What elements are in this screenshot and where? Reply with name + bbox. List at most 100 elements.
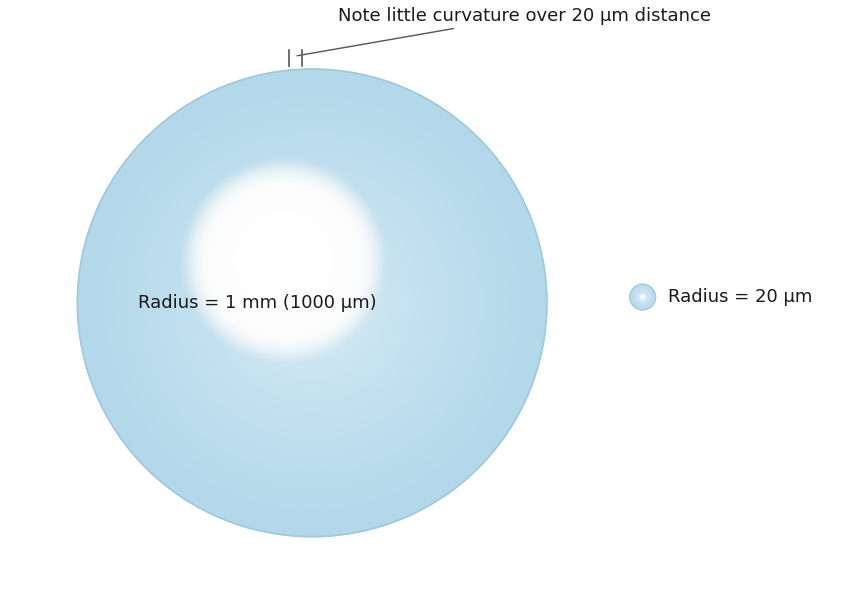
- Ellipse shape: [87, 79, 538, 527]
- Ellipse shape: [640, 294, 646, 300]
- Ellipse shape: [280, 270, 345, 336]
- Ellipse shape: [124, 116, 500, 490]
- Ellipse shape: [78, 69, 547, 536]
- Ellipse shape: [636, 290, 650, 304]
- Ellipse shape: [259, 236, 309, 285]
- Ellipse shape: [262, 240, 305, 282]
- Ellipse shape: [289, 279, 336, 326]
- Ellipse shape: [186, 163, 382, 359]
- Ellipse shape: [122, 114, 502, 492]
- Ellipse shape: [637, 291, 648, 303]
- Ellipse shape: [633, 287, 652, 307]
- Ellipse shape: [631, 285, 654, 308]
- Ellipse shape: [257, 234, 310, 287]
- Ellipse shape: [286, 277, 338, 329]
- Ellipse shape: [637, 291, 649, 303]
- Ellipse shape: [642, 296, 644, 298]
- Ellipse shape: [277, 254, 291, 268]
- Ellipse shape: [186, 176, 439, 429]
- Ellipse shape: [249, 240, 375, 366]
- Ellipse shape: [162, 153, 463, 452]
- Ellipse shape: [267, 243, 302, 278]
- Ellipse shape: [127, 118, 498, 488]
- Ellipse shape: [215, 207, 409, 398]
- Ellipse shape: [634, 288, 652, 305]
- Ellipse shape: [150, 141, 474, 464]
- Ellipse shape: [226, 203, 342, 318]
- Ellipse shape: [274, 250, 294, 271]
- Ellipse shape: [201, 178, 367, 343]
- Ellipse shape: [234, 226, 390, 380]
- Ellipse shape: [190, 181, 434, 424]
- Ellipse shape: [145, 137, 479, 469]
- Ellipse shape: [268, 245, 300, 276]
- Ellipse shape: [230, 221, 394, 385]
- Ellipse shape: [195, 186, 429, 420]
- Ellipse shape: [189, 166, 379, 355]
- Ellipse shape: [209, 185, 360, 336]
- Ellipse shape: [251, 227, 317, 294]
- Ellipse shape: [635, 289, 651, 305]
- Ellipse shape: [237, 214, 332, 308]
- Ellipse shape: [247, 224, 321, 298]
- Ellipse shape: [303, 294, 321, 312]
- Ellipse shape: [227, 218, 397, 387]
- Ellipse shape: [120, 111, 504, 494]
- Ellipse shape: [108, 99, 516, 506]
- Ellipse shape: [632, 287, 653, 308]
- Ellipse shape: [242, 233, 382, 373]
- Ellipse shape: [155, 146, 469, 459]
- Ellipse shape: [221, 212, 404, 394]
- Ellipse shape: [224, 201, 344, 320]
- Ellipse shape: [174, 165, 451, 441]
- Ellipse shape: [89, 81, 535, 525]
- Ellipse shape: [227, 205, 340, 317]
- Ellipse shape: [110, 102, 514, 504]
- Ellipse shape: [284, 275, 340, 331]
- Ellipse shape: [141, 132, 483, 474]
- Ellipse shape: [203, 180, 365, 342]
- Ellipse shape: [80, 72, 545, 535]
- Ellipse shape: [634, 289, 651, 305]
- Ellipse shape: [244, 235, 380, 371]
- Ellipse shape: [258, 249, 366, 356]
- Ellipse shape: [160, 151, 465, 455]
- Ellipse shape: [298, 289, 327, 317]
- Ellipse shape: [98, 90, 526, 516]
- Ellipse shape: [117, 109, 507, 497]
- Ellipse shape: [152, 144, 472, 462]
- Ellipse shape: [270, 247, 298, 275]
- Ellipse shape: [296, 287, 328, 319]
- Ellipse shape: [639, 293, 646, 301]
- Ellipse shape: [246, 237, 378, 368]
- Ellipse shape: [279, 256, 289, 266]
- Ellipse shape: [82, 74, 542, 532]
- Text: Radius = 20 μm: Radius = 20 μm: [668, 288, 812, 306]
- Ellipse shape: [212, 189, 357, 333]
- Ellipse shape: [244, 220, 324, 301]
- Ellipse shape: [264, 242, 304, 280]
- Ellipse shape: [253, 244, 371, 361]
- Ellipse shape: [291, 282, 333, 324]
- Ellipse shape: [272, 249, 297, 273]
- Ellipse shape: [239, 215, 330, 307]
- Ellipse shape: [217, 194, 351, 327]
- Ellipse shape: [261, 252, 363, 354]
- Ellipse shape: [640, 295, 645, 299]
- Ellipse shape: [171, 163, 453, 443]
- Ellipse shape: [94, 85, 530, 520]
- Ellipse shape: [630, 284, 656, 310]
- Ellipse shape: [277, 268, 347, 338]
- Ellipse shape: [274, 265, 350, 340]
- Ellipse shape: [632, 286, 654, 308]
- Ellipse shape: [214, 191, 354, 331]
- Ellipse shape: [633, 287, 653, 307]
- Ellipse shape: [635, 289, 650, 304]
- Ellipse shape: [239, 230, 385, 375]
- Ellipse shape: [187, 165, 380, 357]
- Ellipse shape: [136, 127, 488, 478]
- Ellipse shape: [214, 205, 410, 401]
- Ellipse shape: [132, 123, 492, 483]
- Ellipse shape: [641, 295, 645, 299]
- Ellipse shape: [207, 184, 362, 338]
